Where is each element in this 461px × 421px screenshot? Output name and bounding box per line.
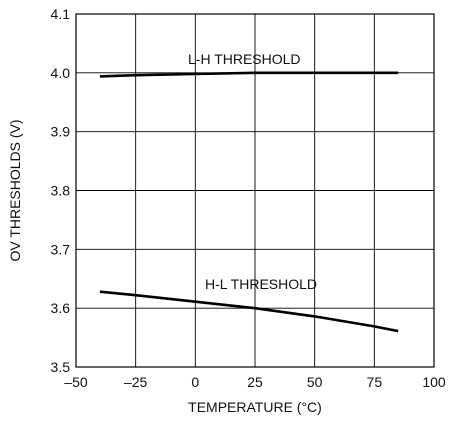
y-tick-label: 3.9 bbox=[51, 124, 71, 140]
x-tick-label: –50 bbox=[64, 374, 88, 390]
series-label: L-H THRESHOLD bbox=[188, 51, 301, 67]
series-labels: L-H THRESHOLD H-L THRESHOLD bbox=[188, 51, 317, 292]
x-tick-label: 100 bbox=[422, 374, 446, 390]
series-layer bbox=[99, 71, 399, 333]
x-tick-labels: –50 –25 0 25 50 75 100 bbox=[64, 374, 446, 390]
x-tick-label: 25 bbox=[247, 374, 263, 390]
y-axis-label: OV THRESHOLDS (V) bbox=[7, 119, 23, 261]
series-line-l-h-threshold bbox=[99, 71, 399, 78]
series-line-h-l-threshold bbox=[99, 290, 399, 333]
y-tick-labels: 3.5 3.6 3.7 3.8 3.9 4.0 4.1 bbox=[51, 6, 71, 375]
y-tick-label: 4.1 bbox=[51, 6, 71, 22]
x-axis-label: TEMPERATURE (°C) bbox=[188, 399, 322, 415]
x-tick-label: –25 bbox=[124, 374, 148, 390]
plot-frame bbox=[75, 13, 435, 368]
x-tick-label: 75 bbox=[367, 374, 383, 390]
x-tick-label: 0 bbox=[191, 374, 199, 390]
x-tick-label: 50 bbox=[307, 374, 323, 390]
y-tick-label: 3.7 bbox=[51, 241, 71, 257]
y-tick-label: 3.6 bbox=[51, 300, 71, 316]
series-label: H-L THRESHOLD bbox=[205, 276, 317, 292]
y-tick-label: 4.0 bbox=[51, 65, 71, 81]
y-tick-label: 3.5 bbox=[51, 359, 71, 375]
y-tick-label: 3.8 bbox=[51, 183, 71, 199]
